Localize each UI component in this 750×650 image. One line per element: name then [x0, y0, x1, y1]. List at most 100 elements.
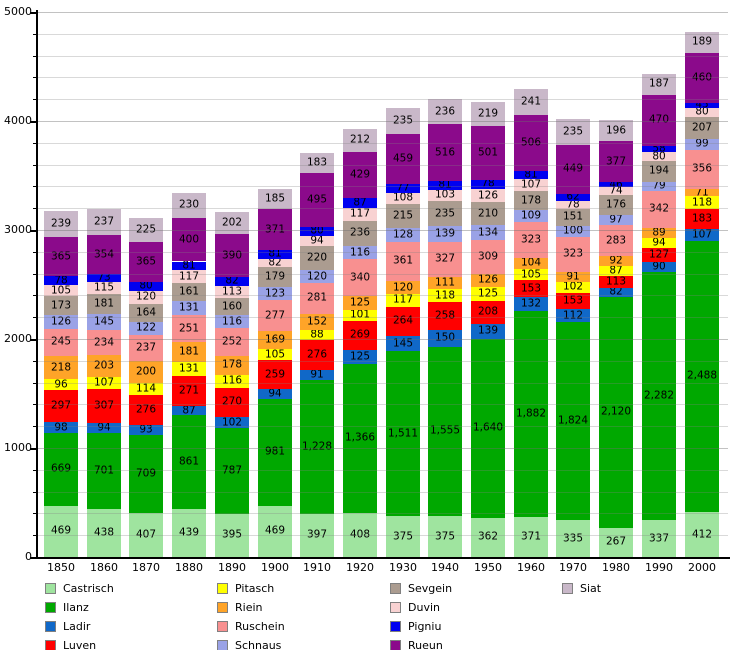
bar-segment-schnaus-1850: 126	[44, 315, 78, 329]
bar-segment-castrisch-1880: 439	[172, 509, 206, 557]
legend-item-luven: Luven	[45, 639, 205, 650]
bar-value-label: 269	[349, 328, 371, 341]
x-axis-label-1850: 1850	[47, 561, 75, 574]
bar-segment-duvin-1990: 80	[642, 151, 676, 162]
legend-label-castrisch: Castrisch	[63, 582, 114, 595]
bar-value-label: 131	[178, 362, 200, 375]
bar-segment-riein-1850: 218	[44, 355, 78, 380]
bar-segment-schnaus-1960: 109	[514, 209, 548, 223]
bar-value-label: 80	[695, 105, 709, 118]
bar-value-label: 429	[349, 168, 371, 181]
legend-swatch-ladir	[45, 621, 56, 632]
bar-value-label: 981	[264, 445, 286, 458]
bar-segment-duvin-1920: 117	[343, 207, 377, 221]
bar-value-label: 323	[562, 247, 584, 260]
bar-segment-pigniu-1900: 81	[258, 248, 292, 259]
legend-label-rueun: Rueun	[408, 639, 443, 650]
bar-segment-duvin-1850: 105	[44, 285, 78, 297]
bar-segment-sevgein-2000: 207	[685, 116, 719, 140]
bar-value-label: 395	[221, 528, 243, 541]
bar-value-label: 94	[268, 387, 282, 400]
gridline-3200	[38, 208, 728, 209]
bar-segment-schnaus-1860: 145	[87, 314, 121, 330]
y-tick-2200	[33, 317, 37, 318]
bar-value-label: 109	[520, 209, 542, 222]
bar-value-label: 81	[182, 259, 196, 272]
y-axis-label-2000: 2000	[4, 332, 32, 345]
bar-value-label: 125	[349, 350, 371, 363]
legend-swatch-riein	[217, 602, 228, 613]
bar-value-label: 181	[93, 297, 115, 310]
bar-segment-schnaus-2000: 99	[685, 137, 719, 150]
y-axis-label-5000: 5000	[4, 5, 32, 18]
bar-value-label: 99	[695, 137, 709, 150]
bar-segment-luven-1930: 264	[386, 306, 420, 336]
bar-value-label: 340	[349, 271, 371, 283]
bar-value-label: 215	[392, 209, 414, 222]
bar-value-label: 107	[691, 228, 713, 241]
legend-swatch-pigniu	[390, 621, 401, 632]
legend-label-ruschein: Ruschein	[235, 620, 285, 633]
bar-value-label: 235	[434, 207, 456, 220]
x-axis-label-1900: 1900	[261, 561, 289, 574]
bar-value-label: 241	[520, 95, 542, 108]
legend-swatch-siat	[562, 583, 573, 594]
bar-value-label: 113	[221, 285, 243, 298]
bar-segment-ilanz-1870: 709	[129, 435, 163, 513]
bar-value-label: 120	[306, 270, 328, 283]
bar-segment-pigniu-2000: 45	[685, 99, 719, 110]
bar-segment-siat-1870: 225	[129, 217, 163, 243]
bar-segment-duvin-1910: 94	[300, 235, 334, 246]
bar-segment-riein-1870: 200	[129, 360, 163, 383]
bar-value-label: 153	[562, 294, 584, 307]
bar-value-label: 469	[50, 524, 72, 537]
y-tick-4000	[30, 121, 37, 123]
bar-value-label: 80	[310, 224, 324, 237]
bar-value-label: 210	[477, 207, 499, 220]
bar-segment-ladir-1850: 98	[44, 422, 78, 433]
bar-segment-luven-1950: 208	[471, 300, 505, 324]
bar-value-label: 128	[392, 228, 414, 241]
bar-segment-pigniu-1970: 62	[556, 191, 590, 202]
bar-segment-ladir-1970: 112	[556, 309, 590, 322]
bar-value-label: 117	[349, 207, 371, 220]
bar-segment-siat-1980: 196	[599, 119, 633, 142]
legend-item-sevgein: Sevgein	[390, 582, 550, 595]
bar-segment-castrisch-1900: 469	[258, 505, 292, 557]
bar-value-label: 2,120	[600, 405, 632, 418]
gridline-3800	[38, 143, 728, 144]
y-tick-1000	[30, 448, 37, 450]
x-axis-label-1980: 1980	[602, 561, 630, 574]
bar-value-label: 153	[520, 282, 542, 295]
bar-value-label: 107	[520, 178, 542, 191]
bar-segment-sevgein-1920: 236	[343, 220, 377, 247]
bar-value-label: 236	[434, 105, 456, 118]
bar-segment-rueun-1910: 495	[300, 173, 334, 228]
bar-segment-ladir-1950: 139	[471, 323, 505, 339]
legend-label-siat: Siat	[580, 582, 602, 595]
y-tick-2600	[33, 274, 37, 275]
bar-segment-duvin-1980: 74	[599, 185, 633, 196]
y-tick-1400	[33, 404, 37, 405]
bar-value-label: 91	[310, 368, 324, 381]
bar-segment-luven-2000: 183	[685, 209, 719, 230]
bar-value-label: 88	[310, 328, 324, 341]
bar-segment-pitasch-1950: 125	[471, 287, 505, 301]
legend-label-ilanz: Ilanz	[63, 601, 89, 614]
bar-value-label: 327	[434, 252, 456, 265]
bar-segment-ilanz-1960: 1,882	[514, 311, 548, 517]
gridline-4600	[38, 56, 728, 57]
bar-segment-schnaus-1920: 116	[343, 246, 377, 259]
bar-value-label: 277	[264, 309, 286, 321]
bar-segment-riein-1910: 152	[300, 313, 334, 331]
bar-segment-sevgein-1950: 210	[471, 202, 505, 226]
bar-segment-pigniu-1870: 80	[129, 280, 163, 291]
gridline-1000	[38, 448, 728, 449]
bar-segment-ilanz-1970: 1,824	[556, 321, 590, 521]
bar-value-label: 270	[221, 395, 243, 408]
bar-segment-rueun-1940: 516	[428, 124, 462, 181]
y-tick-5000	[30, 12, 37, 14]
bar-segment-luven-1940: 258	[428, 302, 462, 331]
bar-value-label: 91	[566, 270, 580, 283]
